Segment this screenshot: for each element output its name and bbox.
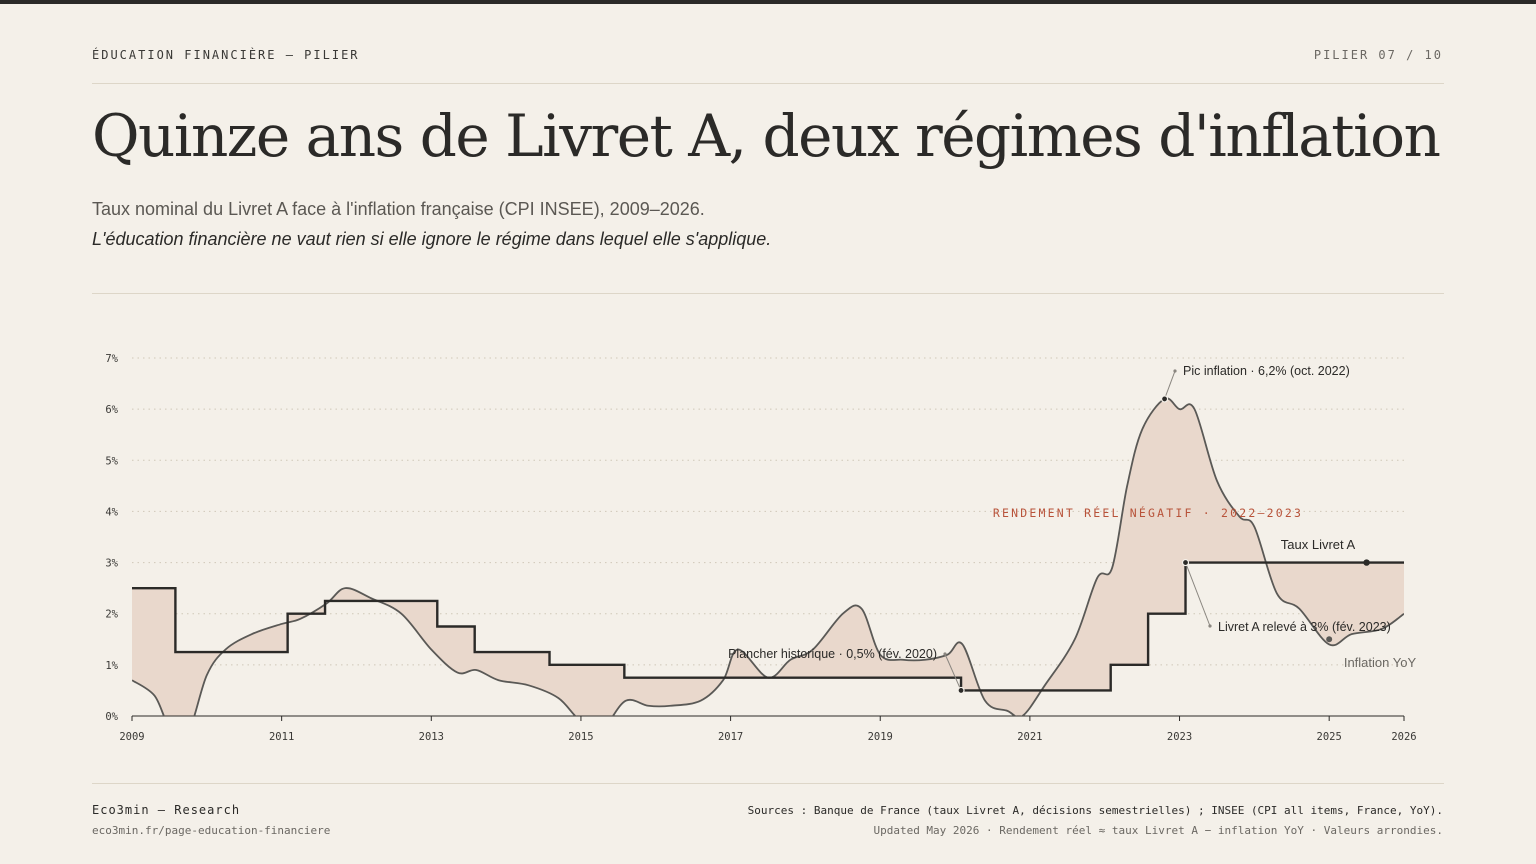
real-rate-gap-fill: [132, 398, 1404, 716]
y-tick-label: 3%: [105, 558, 118, 570]
livret-a-step-line: [132, 561, 1404, 692]
x-tick-label: 2013: [419, 731, 444, 743]
annotation-leader-dot: [1173, 369, 1177, 373]
x-tick-label: 2009: [119, 731, 144, 743]
chart-top-divider: [92, 293, 1444, 294]
x-tick-label: 2026: [1391, 731, 1416, 743]
inflation-point-marker: [1326, 636, 1333, 643]
livret-point-marker: [1363, 559, 1370, 566]
annotation-leader-dot: [1208, 624, 1212, 628]
annotation-marker: [957, 686, 965, 695]
y-tick-label: 4%: [105, 506, 118, 518]
annotation-marker: [1160, 395, 1169, 403]
pillar-counter: PILIER 07 / 10: [1313, 48, 1443, 62]
footer-brand: Eco3min — Research: [92, 803, 241, 817]
y-tick-label: 5%: [105, 455, 118, 467]
annotation-marker: [1181, 558, 1190, 567]
y-tick-label: 7%: [105, 353, 118, 365]
annotation-leader: [1164, 370, 1176, 400]
top-accent-bar: [0, 0, 1536, 4]
inflation-yoy-line: [132, 397, 1404, 716]
x-tick-label: 2015: [568, 731, 593, 743]
inflation-above-livret-fill: [132, 398, 1404, 691]
page-subtitle: Taux nominal du Livret A face à l'inflat…: [92, 199, 705, 219]
annotation-label: Plancher historique · 0,5% (fév. 2020): [728, 647, 937, 661]
header-divider: [92, 83, 1444, 84]
chart-grid: 0% 1% 2% 3% 4% 5% 6% 7%: [105, 353, 1404, 723]
x-tick-label: 2011: [269, 731, 294, 743]
page-kicker: L'éducation financière ne vaut rien si e…: [92, 229, 772, 249]
chart-annotations: Pic inflation · 6,2% (oct. 2022) Livret A…: [728, 364, 1391, 695]
x-tick-label: 2023: [1167, 731, 1192, 743]
x-tick-label: 2019: [868, 731, 893, 743]
annotation-label: Pic inflation · 6,2% (oct. 2022): [1183, 364, 1350, 378]
page-title: Quinze ans de Livret A, deux régimes d'i…: [92, 102, 1441, 170]
negative-real-yield-label: RENDEMENT RÉEL NÉGATIF · 2022–2023: [993, 505, 1303, 520]
y-tick-label: 2%: [105, 609, 118, 621]
livret-above-inflation-fill: [132, 562, 1404, 716]
x-tick-label: 2025: [1317, 731, 1342, 743]
footer-sources: Sources : Banque de France (taux Livret …: [747, 804, 1443, 817]
x-tick-label: 2017: [718, 731, 743, 743]
livret-series-label: Taux Livret A: [1281, 537, 1356, 552]
footer-url[interactable]: eco3min.fr/page-education-financiere: [92, 824, 331, 837]
annotation-leader-dot: [943, 652, 947, 656]
annotation-leader: [944, 653, 962, 691]
y-tick-label: 1%: [105, 660, 118, 672]
footer-divider: [92, 783, 1444, 784]
section-eyebrow: ÉDUCATION FINANCIÈRE — PILIER: [92, 48, 360, 62]
y-tick-label: 0%: [105, 711, 118, 723]
annotation-leader: [1185, 562, 1211, 627]
inflation-series-label: Inflation YoY: [1344, 655, 1417, 670]
y-tick-label: 6%: [105, 404, 118, 416]
chart-axes: 2009 2011 2013 2015 2017 2019 2021 2023 2025 2026: [119, 715, 1417, 743]
annotation-label: Livret A relevé à 3% (fév. 2023): [1218, 620, 1391, 634]
footer-notes: Updated May 2026 · Rendement réel ≈ taux…: [873, 824, 1443, 837]
x-tick-label: 2021: [1017, 731, 1042, 743]
